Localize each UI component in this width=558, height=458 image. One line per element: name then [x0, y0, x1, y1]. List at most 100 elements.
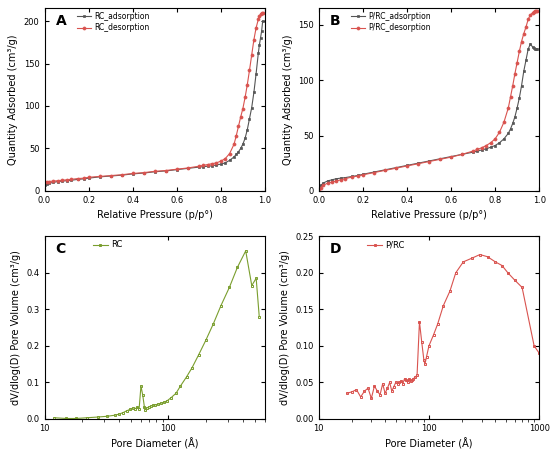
- RC_adsorption: [63, 178, 70, 184]
- RC_adsorption: [239, 142, 246, 147]
- Legend: RC: RC: [93, 240, 122, 250]
- P/RC_adsorption: [436, 156, 443, 162]
- RC_desorption: [200, 163, 206, 168]
- P/RC_adsorption: [518, 83, 525, 88]
- P/RC_adsorption: [316, 185, 323, 191]
- P/RC_adsorption: [492, 143, 498, 148]
- RC_adsorption: [46, 180, 52, 186]
- P/RC_desorption: [382, 168, 388, 173]
- RC_adsorption: [230, 154, 237, 160]
- RC_adsorption: [258, 28, 265, 34]
- Text: C: C: [55, 242, 66, 256]
- RC: [195, 352, 202, 358]
- RC_adsorption: [162, 168, 169, 174]
- P/RC: [368, 396, 374, 401]
- P/RC_adsorption: [382, 167, 388, 173]
- P/RC_desorption: [492, 136, 498, 142]
- P/RC_desorption: [525, 16, 531, 22]
- RC_adsorption: [85, 175, 92, 181]
- RC: [130, 405, 137, 411]
- RC: [155, 402, 161, 407]
- RC_desorption: [97, 174, 103, 179]
- P/RC_adsorption: [403, 163, 410, 168]
- RC: [119, 410, 126, 415]
- RC_desorption: [44, 179, 50, 185]
- RC: [226, 285, 233, 290]
- P/RC_desorption: [483, 143, 489, 148]
- RC_adsorption: [141, 170, 147, 176]
- RC_desorption: [259, 10, 266, 15]
- RC_adsorption: [233, 152, 239, 157]
- P/RC_desorption: [329, 179, 335, 185]
- P/RC_desorption: [316, 186, 323, 192]
- P/RC_desorption: [403, 163, 410, 169]
- RC_desorption: [233, 133, 239, 138]
- P/RC_desorption: [507, 94, 514, 99]
- RC: [189, 365, 195, 371]
- RC_adsorption: [235, 149, 242, 154]
- RC_desorption: [244, 82, 251, 87]
- RC_desorption: [213, 160, 220, 166]
- Line: RC: RC: [53, 250, 261, 420]
- RC_desorption: [54, 178, 61, 184]
- P/RC_desorption: [509, 83, 516, 88]
- RC_adsorption: [256, 42, 263, 48]
- RC_desorption: [42, 180, 49, 185]
- X-axis label: Relative Pressure (p/p°): Relative Pressure (p/p°): [371, 210, 487, 220]
- RC_desorption: [151, 169, 158, 174]
- P/RC_desorption: [318, 185, 324, 191]
- RC_adsorption: [244, 127, 251, 132]
- P/RC_desorption: [342, 176, 349, 181]
- P/RC_adsorption: [338, 175, 344, 181]
- RC_desorption: [63, 177, 70, 183]
- RC: [218, 303, 224, 308]
- P/RC_adsorption: [531, 46, 538, 51]
- RC_desorption: [107, 173, 114, 178]
- RC_desorption: [246, 68, 253, 73]
- RC_desorption: [129, 171, 136, 176]
- Line: P/RC_desorption: P/RC_desorption: [318, 9, 538, 191]
- RC: [157, 400, 164, 406]
- RC: [104, 414, 110, 419]
- RC_adsorption: [195, 164, 202, 170]
- P/RC_adsorption: [516, 95, 523, 101]
- Y-axis label: dV/dlog(D) Pore Volume (cm³/g): dV/dlog(D) Pore Volume (cm³/g): [11, 250, 21, 405]
- RC_adsorption: [253, 71, 259, 76]
- P/RC_adsorption: [470, 149, 477, 155]
- Line: P/RC_adsorption: P/RC_adsorption: [318, 42, 538, 189]
- P/RC: [344, 391, 350, 396]
- Line: RC_adsorption: RC_adsorption: [44, 20, 264, 186]
- RC: [242, 248, 249, 254]
- P/RC_adsorption: [505, 131, 512, 136]
- RC_adsorption: [185, 166, 191, 171]
- Y-axis label: dV/dlog(D) Pore Volume (cm³/g): dV/dlog(D) Pore Volume (cm³/g): [280, 250, 290, 405]
- RC_desorption: [141, 170, 147, 175]
- P/RC_desorption: [531, 8, 538, 14]
- P/RC_adsorption: [533, 47, 540, 52]
- RC_adsorption: [213, 162, 220, 168]
- P/RC_desorption: [496, 130, 503, 135]
- RC_adsorption: [54, 179, 61, 184]
- P/RC_desorption: [527, 12, 533, 18]
- P/RC_adsorption: [318, 183, 324, 188]
- P/RC_desorption: [371, 170, 377, 175]
- P/RC_desorption: [426, 159, 432, 164]
- RC_adsorption: [242, 136, 248, 141]
- P/RC_adsorption: [501, 136, 507, 142]
- RC: [132, 406, 138, 411]
- RC: [147, 403, 154, 409]
- Text: A: A: [55, 14, 66, 28]
- Legend: RC_adsorption, RC_desorption: RC_adsorption, RC_desorption: [77, 12, 149, 33]
- P/RC_desorption: [333, 178, 340, 184]
- RC: [134, 404, 141, 410]
- RC: [177, 383, 184, 389]
- RC_desorption: [209, 161, 215, 166]
- P/RC_adsorption: [426, 158, 432, 164]
- RC_desorption: [257, 11, 264, 17]
- P/RC_adsorption: [529, 44, 536, 50]
- RC_adsorption: [218, 161, 224, 167]
- RC_adsorption: [259, 18, 266, 24]
- RC: [203, 338, 209, 343]
- Line: RC_desorption: RC_desorption: [44, 11, 264, 184]
- P/RC_adsorption: [392, 165, 399, 170]
